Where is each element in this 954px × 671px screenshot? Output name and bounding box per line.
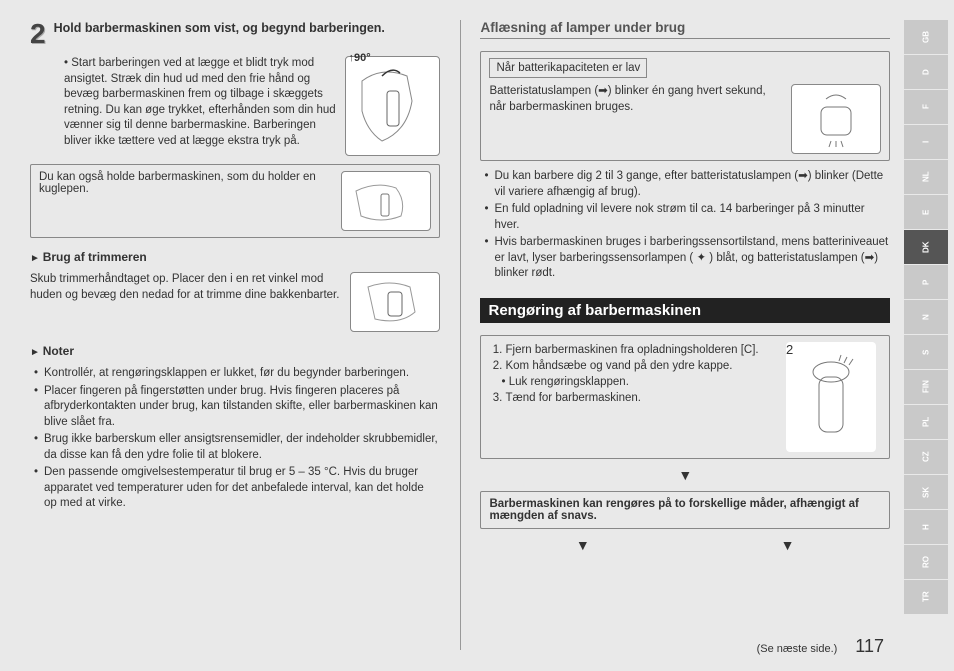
lang-tab-nl[interactable]: NL	[904, 160, 948, 194]
lang-tab-gb[interactable]: GB	[904, 20, 948, 54]
trimmer-row: Skub trimmerhåndtaget op. Placer den i e…	[30, 272, 440, 332]
cleaning-illustration-wrap: 2	[786, 342, 881, 452]
battery-low-label: Når batterikapaciteten er lav	[489, 58, 647, 78]
trimmer-text: Skub trimmerhåndtaget op. Placer den i e…	[30, 272, 342, 303]
step-header: 2 Hold barbermaskinen som vist, og begyn…	[30, 20, 440, 48]
trimmer-heading: Brug af trimmeren	[30, 250, 440, 264]
cleaning-illustration	[786, 342, 876, 452]
battery-box: Når batterikapaciteten er lav Batterista…	[480, 51, 890, 161]
column-separator	[460, 20, 461, 650]
cleaning-illus-number: 2	[786, 342, 793, 357]
lang-tab-i[interactable]: I	[904, 125, 948, 159]
lang-tab-sk[interactable]: SK	[904, 475, 948, 509]
step-bullet: Start barberingen ved at lægge et blidt …	[64, 57, 336, 147]
arrow-right-icon: ▼	[781, 537, 795, 553]
language-tabs: GBDFINLEDKPNSFINPLCZSKHROTR	[904, 20, 948, 614]
arrow-left-icon: ▼	[576, 537, 590, 553]
lang-tab-p[interactable]: P	[904, 265, 948, 299]
lang-tab-dk[interactable]: DK	[904, 230, 948, 264]
battery-bullets: Du kan barbere dig 2 til 3 gange, efter …	[480, 169, 890, 284]
note-item: Den passende omgivelsestemperatur til br…	[34, 465, 440, 512]
arrow-down-icon: ▼	[480, 467, 890, 483]
note-item: Placer fingeren på fingerstøtten under b…	[34, 384, 440, 431]
lang-tab-n[interactable]: N	[904, 300, 948, 334]
clean-step-1: Fjern barbermaskinen fra opladningsholde…	[505, 342, 780, 358]
lang-tab-s[interactable]: S	[904, 335, 948, 369]
step-body: • Start barberingen ved at lægge et blid…	[30, 56, 440, 156]
two-ways-text: Barbermaskinen kan rengøres på to forske…	[489, 498, 881, 522]
pen-note-text: Du kan også holde barbermaskinen, som du…	[39, 171, 333, 195]
lang-tab-cz[interactable]: CZ	[904, 440, 948, 474]
shave-angle-illustration	[345, 56, 440, 156]
notes-heading: Noter	[30, 344, 440, 358]
cleaning-steps-box: Fjern barbermaskinen fra opladningsholde…	[480, 335, 890, 459]
lang-tab-e[interactable]: E	[904, 195, 948, 229]
lang-tab-f[interactable]: F	[904, 90, 948, 124]
lang-tab-ro[interactable]: RO	[904, 545, 948, 579]
right-column: Aflæsning af lamper under brug Når batte…	[480, 20, 890, 650]
two-ways-box: Barbermaskinen kan rengøres på to forske…	[480, 491, 890, 529]
step-number: 2	[30, 20, 46, 48]
lang-tab-tr[interactable]: TR	[904, 580, 948, 614]
step-text: • Start barberingen ved at lægge et blid…	[30, 56, 337, 149]
battery-bullet-item: Hvis barbermaskinen bruges i barberingss…	[484, 235, 890, 282]
note-item: Brug ikke barberskum eller ansigtsrensem…	[34, 432, 440, 463]
pen-grip-note: Du kan også holde barbermaskinen, som du…	[30, 164, 440, 238]
page-number: 117	[855, 636, 884, 657]
page-footer: (Se næste side.) 117	[757, 636, 884, 657]
clean-step-2: Kom håndsæbe og vand på den ydre kappe.	[505, 358, 780, 374]
lamps-section-title: Aflæsning af lamper under brug	[480, 20, 890, 39]
notes-list: Kontrollér, at rengøringsklappen er lukk…	[30, 366, 440, 514]
battery-bullet-item: Du kan barbere dig 2 til 3 gange, efter …	[484, 169, 890, 200]
cleaning-section-title: Rengøring af barbermaskinen	[480, 298, 890, 323]
clean-step-3: Tænd for barbermaskinen.	[505, 390, 780, 406]
trimmer-illustration	[350, 272, 440, 332]
clean-step-2a: • Luk rengøringsklappen.	[489, 374, 780, 390]
lang-tab-pl[interactable]: PL	[904, 405, 948, 439]
battery-bullet-item: En fuld opladning vil levere nok strøm t…	[484, 202, 890, 233]
see-next-page: (Se næste side.)	[757, 643, 838, 655]
lang-tab-h[interactable]: H	[904, 510, 948, 544]
note-item: Kontrollér, at rengøringsklappen er lukk…	[34, 366, 440, 382]
left-column: 2 Hold barbermaskinen som vist, og begyn…	[30, 20, 440, 650]
pen-grip-illustration	[341, 171, 431, 231]
two-arrows: ▼ ▼	[480, 537, 890, 553]
step-title: Hold barbermaskinen som vist, og begynd …	[54, 20, 440, 36]
battery-lamp-illustration	[791, 84, 881, 154]
angle-label: ↑90°	[349, 52, 371, 64]
battery-text: Batteristatuslampen (➡) blinker én gang …	[489, 84, 783, 115]
lang-tab-d[interactable]: D	[904, 55, 948, 89]
lang-tab-fin[interactable]: FIN	[904, 370, 948, 404]
